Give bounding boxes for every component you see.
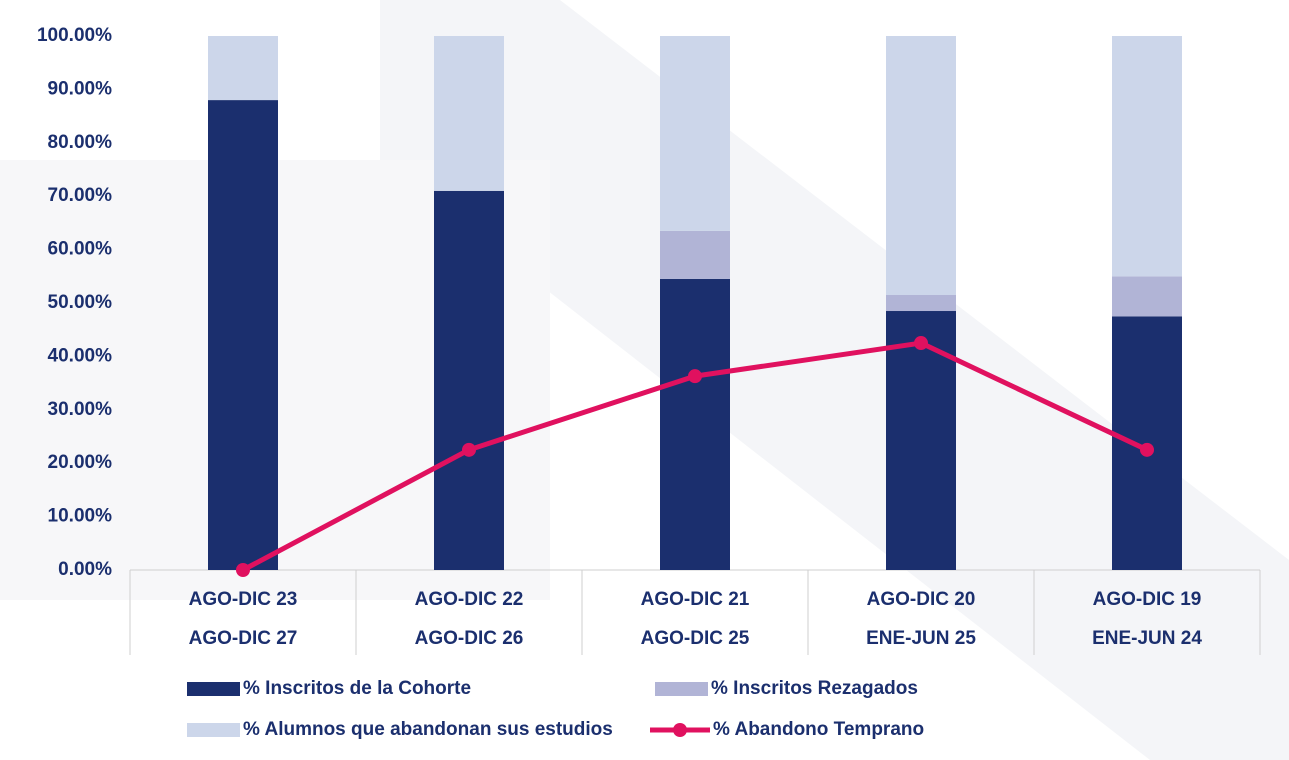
y-tick-label: 100.00%: [37, 25, 112, 46]
y-tick-label: 70.00%: [48, 185, 113, 206]
bar: [208, 100, 278, 570]
bar: [1112, 36, 1182, 277]
y-tick-label: 80.00%: [48, 132, 113, 153]
x-tick-label: ENE-JUN 25: [866, 628, 976, 649]
line-marker: [236, 563, 250, 577]
line-marker: [462, 442, 476, 457]
line-marker: [914, 336, 928, 351]
legend-label: % Alumnos que abandonan sus estudios: [243, 719, 613, 740]
legend-swatch: [673, 723, 687, 737]
x-tick-label: AGO-DIC 25: [641, 628, 750, 649]
y-tick-label: 10.00%: [48, 506, 113, 527]
bar: [1112, 276, 1182, 317]
bar: [434, 190, 504, 571]
bar: [434, 36, 504, 191]
bar: [660, 36, 730, 231]
x-tick-label: AGO-DIC 22: [415, 589, 524, 610]
x-tick-label: AGO-DIC 27: [189, 628, 298, 649]
bar: [660, 230, 730, 279]
legend-swatch: [187, 723, 240, 737]
line-marker: [688, 369, 702, 384]
y-tick-label: 90.00%: [48, 78, 113, 99]
x-tick-label: AGO-DIC 26: [415, 628, 524, 649]
legend-swatch: [187, 682, 240, 696]
bar: [208, 36, 278, 101]
y-tick-label: 30.00%: [48, 399, 113, 420]
y-tick-label: 40.00%: [48, 345, 113, 366]
legend-label: % Inscritos de la Cohorte: [243, 678, 471, 699]
bar: [886, 294, 956, 312]
legend-label: % Inscritos Rezagados: [711, 678, 918, 699]
bar: [660, 278, 730, 570]
y-tick-label: 20.00%: [48, 452, 113, 473]
x-tick-label: AGO-DIC 21: [641, 589, 750, 610]
x-tick-label: AGO-DIC 19: [1093, 589, 1202, 610]
x-tick-label: AGO-DIC 23: [189, 589, 298, 610]
legend-swatch: [655, 682, 708, 696]
y-tick-label: 50.00%: [48, 292, 113, 313]
y-tick-label: 60.00%: [48, 239, 113, 260]
x-tick-label: AGO-DIC 20: [867, 589, 976, 610]
x-tick-label: ENE-JUN 24: [1092, 628, 1202, 649]
bar: [886, 36, 956, 295]
y-tick-label: 0.00%: [58, 559, 112, 580]
legend-label: % Abandono Temprano: [713, 719, 924, 740]
line-marker: [1140, 442, 1154, 457]
